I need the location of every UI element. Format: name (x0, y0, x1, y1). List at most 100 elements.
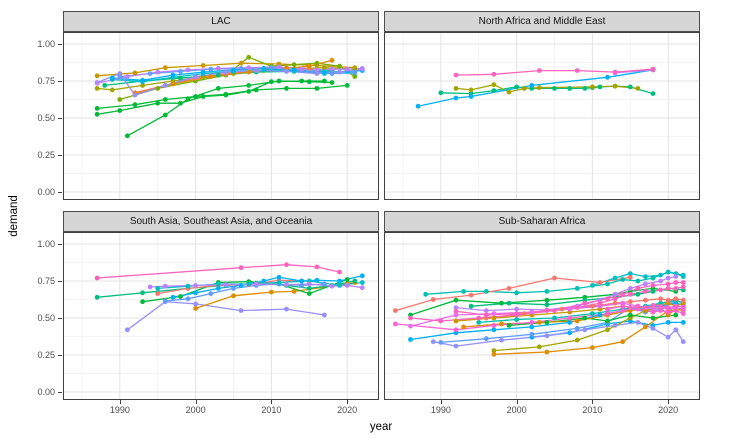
data-point (536, 344, 542, 350)
x-tick-label: 2000 (506, 405, 527, 415)
data-point (291, 289, 297, 294)
data-point (155, 286, 161, 291)
data-point (261, 66, 267, 71)
data-point (536, 320, 542, 325)
data-point (536, 85, 542, 91)
data-point (582, 327, 588, 333)
data-point (574, 326, 580, 331)
data-point (352, 74, 358, 79)
panel-border (63, 232, 379, 400)
data-point (238, 283, 244, 288)
data-point (314, 86, 320, 91)
data-point (415, 103, 421, 109)
data-point (291, 62, 297, 68)
data-point (635, 320, 641, 325)
data-point (627, 286, 633, 291)
data-point (597, 300, 603, 306)
y-tick-label: 0.25 (37, 150, 55, 160)
x-tick-mark (440, 400, 442, 404)
data-point (276, 274, 282, 280)
series-line (607, 304, 684, 310)
data-point (453, 312, 459, 318)
data-point (314, 277, 320, 283)
data-point (529, 309, 535, 315)
data-point (559, 306, 565, 312)
data-point (337, 278, 342, 284)
data-point (162, 83, 168, 88)
data-point (665, 309, 671, 315)
data-point (612, 275, 618, 281)
data-point (665, 269, 671, 275)
data-point (393, 321, 398, 327)
data-point (430, 339, 436, 345)
data-point (574, 318, 580, 324)
data-point (125, 133, 130, 139)
data-point (393, 308, 398, 313)
facet-strip-lac: LAC (63, 11, 379, 32)
data-point (276, 78, 282, 84)
y-tick-mark (58, 355, 62, 356)
data-point (597, 280, 603, 285)
data-point (491, 311, 497, 316)
data-point (155, 69, 161, 75)
data-point (673, 303, 679, 309)
data-point (567, 315, 573, 321)
data-point (590, 303, 595, 309)
data-point (453, 95, 459, 101)
data-point (117, 108, 123, 113)
data-point (483, 312, 489, 318)
data-point (491, 71, 497, 77)
facet-strip-south-asia: South Asia, Southeast Asia, and Oceania (63, 211, 379, 232)
data-point (491, 348, 497, 353)
x-tick-mark (195, 400, 197, 404)
data-point (514, 290, 519, 296)
data-point (650, 326, 656, 331)
data-point (238, 308, 244, 313)
data-point (468, 292, 474, 298)
data-point (306, 286, 312, 291)
x-axis-title: year (369, 421, 393, 433)
data-point (620, 303, 626, 309)
data-point (299, 66, 305, 72)
data-point (162, 112, 168, 118)
data-point (680, 339, 686, 345)
data-point (627, 299, 633, 305)
data-point (544, 297, 550, 303)
data-point (170, 72, 176, 78)
y-tick-label: 1.00 (37, 38, 55, 49)
data-point (643, 305, 648, 310)
data-point (635, 286, 641, 291)
data-point (453, 72, 459, 78)
data-point (650, 91, 656, 96)
data-point (170, 294, 176, 300)
data-point (620, 291, 626, 297)
data-point (246, 54, 252, 60)
data-point (605, 311, 610, 316)
data-point (491, 323, 497, 328)
data-point (506, 286, 512, 291)
data-point (506, 323, 512, 328)
data-point (299, 278, 305, 284)
data-point (208, 74, 214, 79)
series-line (165, 283, 325, 302)
data-point (590, 345, 595, 350)
data-point (329, 66, 335, 72)
data-point (314, 60, 320, 66)
data-point (185, 296, 191, 302)
data-point (322, 281, 327, 287)
data-point (567, 320, 573, 325)
data-point (193, 306, 199, 311)
data-point (567, 86, 573, 91)
data-point (544, 302, 550, 308)
data-point (170, 81, 176, 87)
panel-border (63, 32, 379, 200)
series-line (455, 68, 654, 76)
data-point (680, 280, 686, 285)
data-point (162, 97, 168, 102)
data-point (359, 66, 365, 71)
data-point (193, 74, 199, 79)
data-point (574, 68, 580, 73)
data-point (162, 65, 168, 71)
facet-strip-north-africa-middle-east: North Africa and Middle East (384, 11, 700, 32)
